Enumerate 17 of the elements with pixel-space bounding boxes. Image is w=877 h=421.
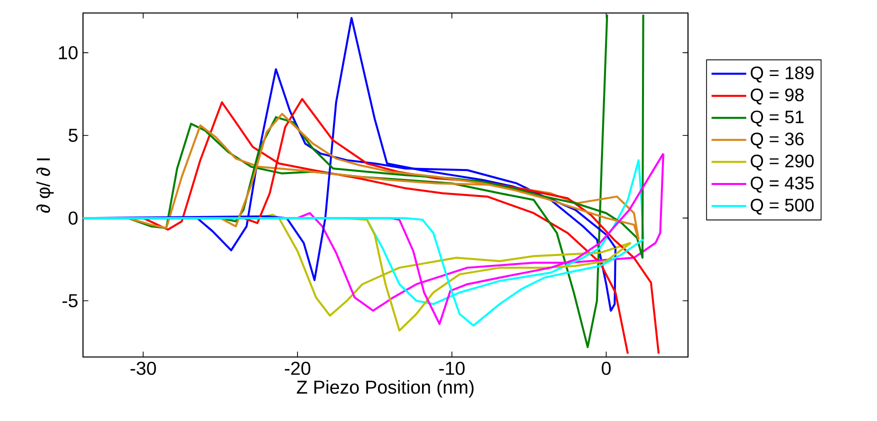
x-axis-title: Z Piezo Position (nm) xyxy=(296,380,474,398)
legend-label: Q = 51 xyxy=(750,110,804,127)
x-tick-label: 0 xyxy=(602,362,611,375)
x-tick-label: -20 xyxy=(284,362,310,375)
legend-label: Q = 290 xyxy=(750,154,814,171)
x-tick-label: -10 xyxy=(439,362,465,375)
y-tick-label: 10 xyxy=(58,46,78,60)
legend-label: Q = 98 xyxy=(750,88,804,105)
y-tick-label: -5 xyxy=(62,294,78,308)
x-tick-label: -30 xyxy=(130,362,156,375)
legend-label: Q = 500 xyxy=(750,198,814,215)
legend-label: Q = 435 xyxy=(750,176,814,193)
y-tick-label: 5 xyxy=(68,128,78,142)
legend-label: Q = 189 xyxy=(750,66,814,82)
y-tick-label: 0 xyxy=(68,211,78,225)
y-axis-title: ∂ φ/ ∂ I xyxy=(36,158,54,213)
legend-label: Q = 36 xyxy=(750,132,804,149)
